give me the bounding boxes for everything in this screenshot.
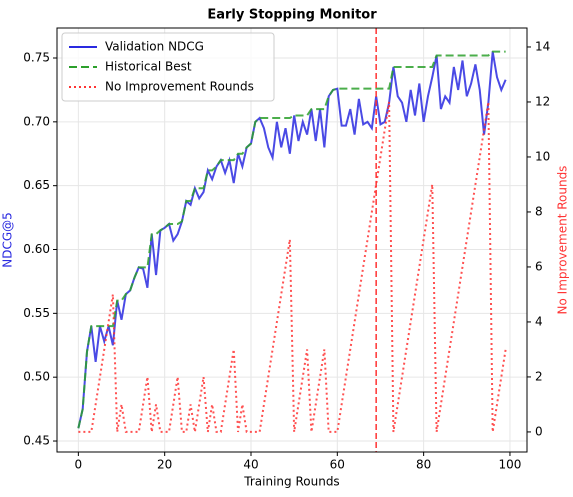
y-tick-label: 0.70 bbox=[23, 114, 50, 128]
y-tick-label: 0.45 bbox=[23, 434, 50, 448]
y2-axis-label: No Improvement Rounds bbox=[556, 166, 570, 315]
x-tick-label: 0 bbox=[75, 458, 83, 472]
y-tick-label: 0.75 bbox=[23, 51, 50, 65]
series-line bbox=[77, 51, 507, 429]
series-line bbox=[78, 101, 507, 433]
x-tick-label: 60 bbox=[330, 458, 345, 472]
y-tick-label: 0.60 bbox=[23, 242, 50, 256]
legend-box bbox=[61, 32, 275, 102]
x-axis-label: Training Rounds bbox=[243, 475, 339, 489]
y2-tick-label: 4 bbox=[535, 314, 543, 328]
y2-tick-label: 0 bbox=[535, 424, 543, 438]
x-tick-label: 80 bbox=[416, 458, 431, 472]
x-tick-label: 20 bbox=[157, 458, 172, 472]
y-tick-label: 0.50 bbox=[23, 370, 50, 384]
y2-tick-label: 8 bbox=[535, 204, 543, 218]
x-tick-label: 100 bbox=[498, 458, 521, 472]
chart-title: Early Stopping Monitor bbox=[207, 8, 377, 23]
y2-tick-label: 14 bbox=[535, 39, 550, 53]
y2-tick-label: 2 bbox=[535, 369, 543, 383]
y2-tick-label: 12 bbox=[535, 94, 550, 108]
y-axis-label: NDCG@5 bbox=[1, 212, 15, 268]
legend-label: Validation NDCG bbox=[105, 40, 204, 54]
legend-label: Historical Best bbox=[105, 60, 192, 74]
plot-frame bbox=[56, 27, 528, 453]
y-tick-label: 0.55 bbox=[23, 306, 50, 320]
legend-label: No Improvement Rounds bbox=[105, 80, 254, 94]
x-tick-label: 40 bbox=[243, 458, 258, 472]
y2-tick-label: 6 bbox=[535, 259, 543, 273]
y2-tick-label: 10 bbox=[535, 149, 550, 163]
series-line bbox=[77, 50, 506, 429]
y-tick-label: 0.65 bbox=[23, 178, 50, 192]
